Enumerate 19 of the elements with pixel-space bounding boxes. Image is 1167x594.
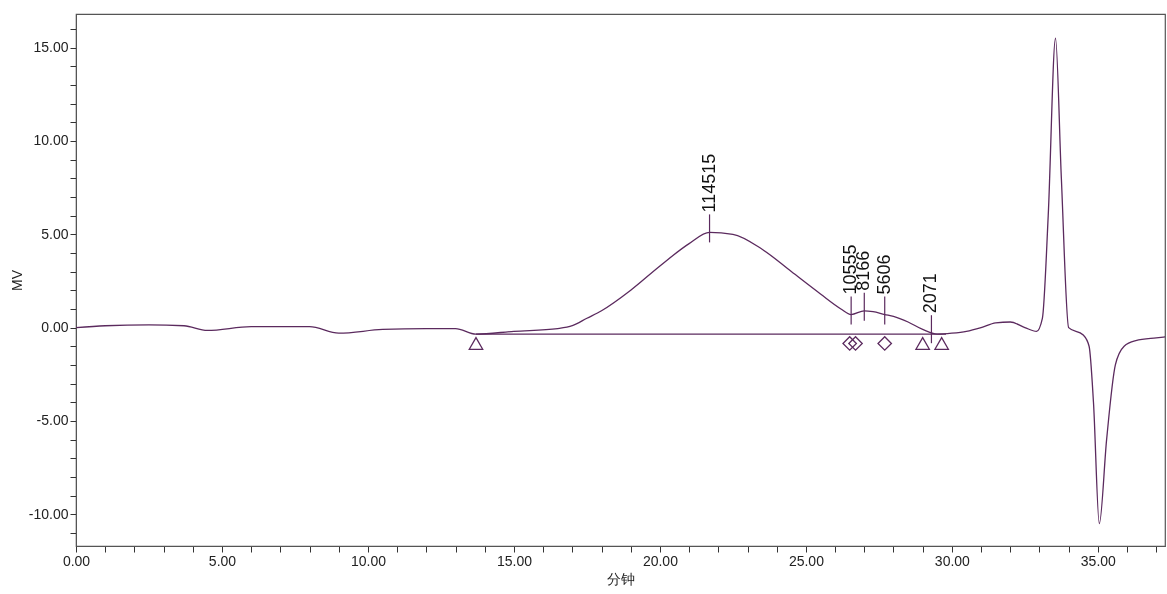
y-tick-label: 15.00 <box>33 39 69 56</box>
y-axis-title: MV <box>8 269 25 291</box>
x-tick-label: 20.00 <box>642 552 679 569</box>
y-tick-label: 5.00 <box>41 225 69 242</box>
y-tick-label: -10.00 <box>28 505 69 522</box>
y-tick-label: 10.00 <box>33 132 69 149</box>
x-tick-label: 30.00 <box>934 552 971 569</box>
annotation: 2071 <box>920 273 941 314</box>
annotation: 5606 <box>873 254 894 295</box>
x-tick-label: 25.00 <box>788 552 825 569</box>
x-tick-label: 0.00 <box>62 552 91 569</box>
x-axis-title: 分钟 <box>607 570 635 587</box>
x-tick-label: 10.00 <box>350 552 387 569</box>
x-tick-label: 5.00 <box>208 552 237 569</box>
y-tick-label: 0.00 <box>41 319 69 336</box>
annotation: 114515 <box>698 153 719 213</box>
x-tick-label: 35.00 <box>1080 552 1117 569</box>
x-tick-label: 15.00 <box>496 552 533 569</box>
y-tick-label: -5.00 <box>36 412 69 429</box>
